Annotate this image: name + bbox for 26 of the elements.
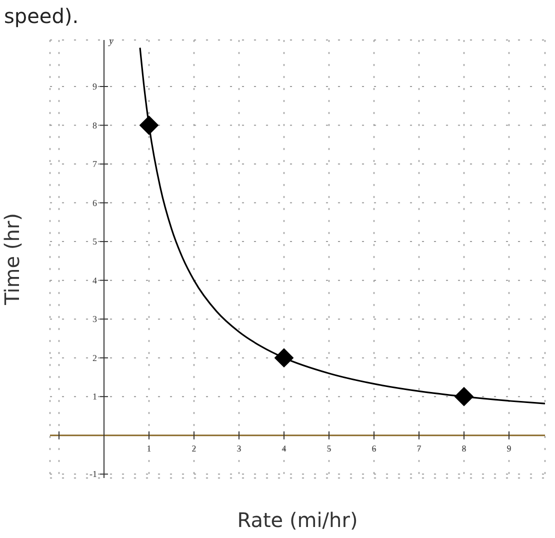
y-axis-title: Time (hr) [0, 213, 24, 305]
y-tick-label: -1 [90, 469, 97, 480]
x-tick-label: 4 [282, 443, 287, 454]
y-tick-label: 4 [92, 275, 98, 286]
x-tick-label: 3 [236, 443, 242, 454]
y-tick-label: 2 [92, 352, 97, 363]
x-tick-label: 6 [372, 443, 377, 454]
y-tick-label: 6 [92, 198, 98, 208]
y-tick-label: 1 [92, 392, 97, 402]
point [454, 387, 474, 406]
point [274, 348, 294, 368]
y-tick-label: 7 [92, 159, 98, 170]
x-tick-label: 9 [506, 443, 512, 454]
text: speed). [4, 4, 79, 28]
x-tick-label: 5 [326, 443, 332, 454]
y-tick-label: 3 [92, 314, 98, 324]
y-tick-label: 9 [92, 82, 98, 92]
x-tick-label: 2 [192, 443, 196, 454]
x-tick-label: 7 [416, 443, 422, 454]
x-tick-label: 8 [462, 443, 467, 454]
x-axis-title: Rate (mi/hr) [236, 508, 359, 532]
annotation: y [109, 36, 114, 47]
x-tick-label: 1 [146, 443, 152, 454]
y-tick-label: 8 [92, 120, 98, 130]
y-tick-label: 5 [92, 236, 98, 247]
point [140, 116, 158, 135]
